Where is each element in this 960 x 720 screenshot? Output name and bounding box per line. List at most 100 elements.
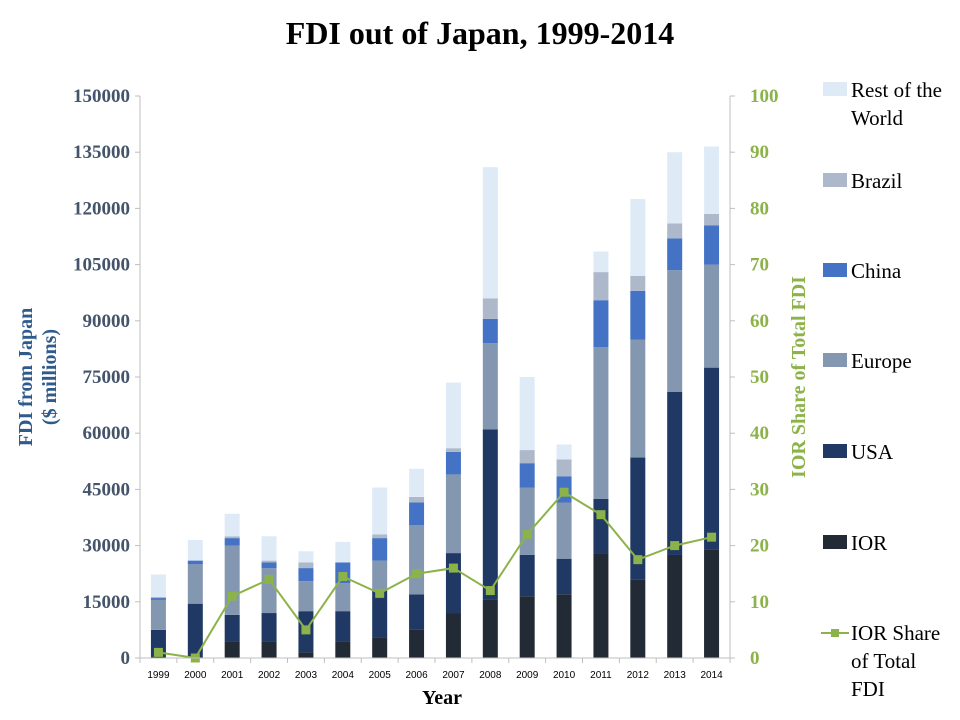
bar-segment-europe <box>519 487 535 555</box>
ior-share-point <box>227 591 237 601</box>
y2-tick-label: 60 <box>750 311 769 332</box>
bar-segment-europe <box>482 343 498 430</box>
bar-segment-ior <box>556 594 572 658</box>
legend-label-ior: IOR <box>851 531 887 555</box>
bar-segment-ior <box>667 554 683 658</box>
legend-label-line: World <box>851 106 903 130</box>
ior-share-point <box>301 625 311 635</box>
x-tick-label: 2006 <box>405 670 428 681</box>
y2-tick-label: 10 <box>750 592 769 613</box>
legend-label-usa: USA <box>851 440 894 464</box>
bar-segment-rest-of-the-world <box>593 251 609 273</box>
bar-segment-rest-of-the-world <box>704 146 720 215</box>
bar-segment-brazil <box>556 459 572 477</box>
ior-share-point <box>338 572 348 582</box>
bar-segment-europe <box>298 581 314 612</box>
legend: Rest of the World Brazil China Europe USA IOR I… <box>821 78 942 701</box>
bar-segment-rest-of-the-world <box>372 487 388 535</box>
bar-segment-ior <box>519 596 535 658</box>
bar-segment-usa <box>630 457 646 580</box>
legend-label-brazil: Brazil <box>851 169 902 193</box>
x-tick-label: 2003 <box>295 670 318 681</box>
bar-segment-rest-of-the-world <box>482 167 498 299</box>
legend-label-europe: Europe <box>851 349 912 373</box>
y-axis-label-line: ($ millions) <box>39 329 61 425</box>
y2-tick-label: 100 <box>750 86 779 107</box>
ior-share-point <box>412 569 422 579</box>
x-tick-label: 2010 <box>553 670 576 681</box>
legend-label-china: China <box>851 259 902 283</box>
bar-segment-ior <box>409 629 425 658</box>
bar-segment-rest-of-the-world <box>445 382 461 449</box>
x-tick-label: 2009 <box>516 670 539 681</box>
bar-segment-rest-of-the-world <box>261 536 277 561</box>
bar-segment-usa <box>593 498 609 554</box>
y-tick-label: 45000 <box>83 479 131 500</box>
bar-segment-rest-of-the-world <box>224 513 240 537</box>
y-tick-label: 15000 <box>83 592 131 613</box>
y-tick-label: 90000 <box>83 311 131 332</box>
bar-segment-ior <box>445 613 461 658</box>
x-tick-label: 2004 <box>332 670 355 681</box>
legend-label-rest-of-the-world: Rest of the World <box>851 78 942 130</box>
bar-segment-brazil <box>261 560 277 563</box>
bar-segment-europe <box>667 270 683 392</box>
legend-swatch-brazil <box>823 173 847 187</box>
bar-segment-europe <box>187 564 203 604</box>
ior-share-point <box>596 510 606 520</box>
bar-segment-china <box>630 290 646 340</box>
ior-share-point <box>485 586 495 596</box>
y2-tick-label: 0 <box>750 648 760 669</box>
bar-segment-ior <box>261 641 277 658</box>
bar-segment-usa <box>667 391 683 555</box>
legend-label-line: Rest of the <box>851 78 942 102</box>
bar-segment-europe <box>372 560 388 591</box>
bar-segment-china <box>445 451 461 475</box>
x-tick-label: 2007 <box>442 670 465 681</box>
bar-segment-china <box>482 318 498 344</box>
bar-segment-ior <box>593 553 609 658</box>
bar-segment-europe <box>704 264 720 368</box>
bar-segment-rest-of-the-world <box>667 152 683 224</box>
plot-area <box>150 146 720 663</box>
x-tick-label: 2012 <box>627 670 650 681</box>
bar-segment-rest-of-the-world <box>556 444 572 460</box>
ior-share-point <box>633 555 643 565</box>
bar-segment-ior <box>372 637 388 658</box>
ior-share-point <box>559 487 569 497</box>
y-axis-label: FDI from Japan ($ millions) <box>15 308 61 447</box>
bar-segment-rest-of-the-world <box>335 541 351 563</box>
y-tick-label: 30000 <box>83 536 131 557</box>
bar-segment-brazil <box>630 275 646 291</box>
bar-segment-brazil <box>519 450 535 464</box>
ior-share-point <box>375 588 385 598</box>
legend-label-line: FDI <box>851 677 885 701</box>
right-y-axis: 0 10 20 30 40 50 60 70 80 90 100 <box>729 86 779 669</box>
bar-segment-usa <box>224 614 240 642</box>
bar-segment-china <box>298 568 314 582</box>
bar-segment-usa <box>704 367 720 550</box>
y-tick-label: 120000 <box>73 198 130 219</box>
bar-segment-ior <box>224 641 240 658</box>
bar-segment-china <box>593 300 609 348</box>
bar-segment-europe <box>556 502 572 559</box>
bar-segment-ior <box>630 579 646 658</box>
bar-segment-brazil <box>445 448 461 452</box>
bar-segment-brazil <box>593 272 609 301</box>
y2-tick-label: 90 <box>750 142 769 163</box>
chart-title: FDI out of Japan, 1999-2014 <box>286 15 674 51</box>
bar-segment-usa <box>409 594 425 630</box>
y2-tick-label: 50 <box>750 367 769 388</box>
bar-segment-china <box>372 538 388 561</box>
bar-segment-usa <box>261 613 277 642</box>
bar-segment-europe <box>630 339 646 458</box>
y2-tick-label: 30 <box>750 479 769 500</box>
x-tick-label: 2000 <box>184 670 207 681</box>
y2-tick-label: 40 <box>750 423 769 444</box>
x-tick-label: 2011 <box>590 670 612 681</box>
legend-label-line: IOR <box>851 531 887 555</box>
bar-segment-brazil <box>372 534 388 539</box>
x-tick-label: 2005 <box>369 670 392 681</box>
ior-share-line <box>158 490 712 660</box>
